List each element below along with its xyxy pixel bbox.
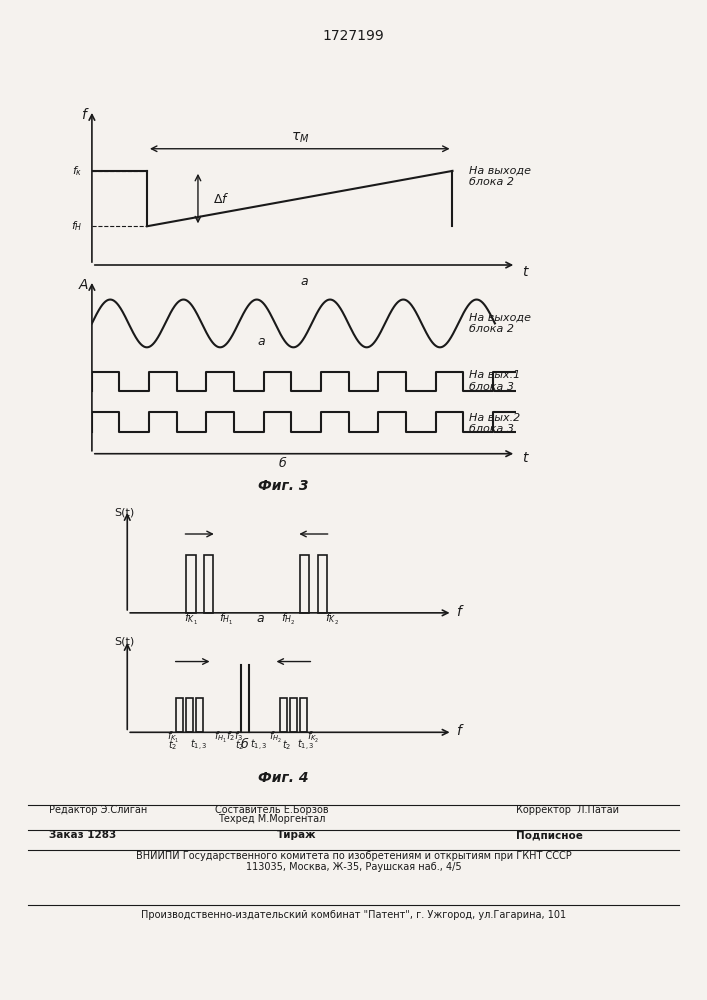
Text: $t_{1,3}$: $t_{1,3}$ bbox=[250, 738, 268, 753]
Text: Фиг. 4: Фиг. 4 bbox=[257, 771, 308, 785]
Text: 1727199: 1727199 bbox=[322, 29, 385, 43]
Text: б: б bbox=[279, 457, 286, 470]
Text: $t_{1,3}$: $t_{1,3}$ bbox=[190, 738, 208, 753]
Text: $f_{H_2}$: $f_{H_2}$ bbox=[281, 612, 296, 627]
Text: Тираж: Тираж bbox=[277, 830, 317, 840]
Text: А: А bbox=[78, 278, 88, 292]
Text: S(t): S(t) bbox=[114, 637, 134, 647]
Text: б: б bbox=[240, 738, 248, 751]
Text: $f_{H_2}$: $f_{H_2}$ bbox=[269, 730, 282, 745]
Text: 113035, Москва, Ж-35, Раушская наб., 4/5: 113035, Москва, Ж-35, Раушская наб., 4/5 bbox=[246, 862, 461, 872]
Text: Составитель Е.Борзов: Составитель Е.Борзов bbox=[216, 805, 329, 815]
Bar bbox=[186, 698, 193, 732]
Text: f: f bbox=[457, 724, 462, 738]
Bar bbox=[300, 555, 310, 613]
Text: S(t): S(t) bbox=[114, 507, 134, 517]
Text: Корректор  Л.Патай: Корректор Л.Патай bbox=[516, 805, 619, 815]
Text: Редактор Э.Слиган: Редактор Э.Слиган bbox=[49, 805, 148, 815]
Text: Фиг. 3: Фиг. 3 bbox=[257, 479, 308, 493]
Text: а: а bbox=[258, 335, 265, 348]
Text: ВНИИПИ Государственного комитета по изобретениям и открытиям при ГКНТ СССР: ВНИИПИ Государственного комитета по изоб… bbox=[136, 851, 571, 861]
Bar bbox=[176, 698, 183, 732]
Text: $t_2$: $t_2$ bbox=[282, 738, 291, 752]
Text: а: а bbox=[300, 275, 308, 288]
Text: f: f bbox=[457, 605, 462, 619]
Text: $\tau_{\mathit{M}}$: $\tau_{\mathit{M}}$ bbox=[291, 131, 309, 145]
Text: t: t bbox=[522, 451, 527, 465]
Text: Заказ 1283: Заказ 1283 bbox=[49, 830, 117, 840]
Text: Техред М.Моргентал: Техред М.Моргентал bbox=[218, 814, 326, 824]
Text: $t_2$: $t_2$ bbox=[168, 738, 177, 752]
Text: $t_{1,3}$: $t_{1,3}$ bbox=[298, 738, 315, 753]
Bar bbox=[290, 698, 297, 732]
Text: $f_{K_2}$: $f_{K_2}$ bbox=[325, 612, 339, 627]
Text: а: а bbox=[257, 612, 264, 625]
Text: $t_2$: $t_2$ bbox=[235, 738, 244, 752]
Text: На выходе
блока 2: На выходе блока 2 bbox=[469, 313, 532, 334]
Bar bbox=[186, 555, 196, 613]
Text: $\Delta f$: $\Delta f$ bbox=[213, 192, 229, 206]
Text: t: t bbox=[522, 265, 527, 279]
Text: $f_{K_2}$: $f_{K_2}$ bbox=[307, 730, 320, 745]
Text: На вых.1
блока 3: На вых.1 блока 3 bbox=[469, 370, 520, 392]
Text: Производственно-издательский комбинат "Патент", г. Ужгород, ул.Гагарина, 101: Производственно-издательский комбинат "П… bbox=[141, 910, 566, 920]
Bar bbox=[204, 555, 214, 613]
Text: Подписное: Подписное bbox=[516, 830, 583, 840]
Text: $f_{\kappa}$: $f_{\kappa}$ bbox=[72, 164, 82, 178]
Text: На выходе
блока 2: На выходе блока 2 bbox=[469, 166, 532, 187]
Text: На вых.2
блока 3: На вых.2 блока 3 bbox=[469, 413, 520, 434]
Bar bbox=[317, 555, 327, 613]
Text: $f_{H_1}f_2f_3$: $f_{H_1}f_2f_3$ bbox=[214, 730, 244, 745]
Text: f: f bbox=[81, 108, 86, 122]
Text: $f_{\mathit{H}}$: $f_{\mathit{H}}$ bbox=[71, 219, 83, 233]
Bar bbox=[280, 698, 287, 732]
Bar bbox=[196, 698, 203, 732]
Text: $f_{H_1}$: $f_{H_1}$ bbox=[219, 612, 234, 627]
Text: $f_{K_1}$: $f_{K_1}$ bbox=[167, 730, 180, 745]
Bar bbox=[300, 698, 307, 732]
Text: $f_{K_1}$: $f_{K_1}$ bbox=[184, 612, 198, 627]
